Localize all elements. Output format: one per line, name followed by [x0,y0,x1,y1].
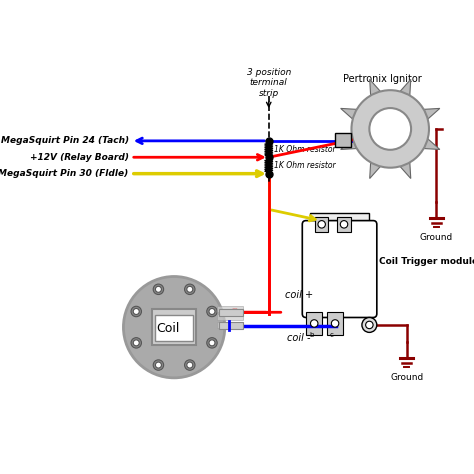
Polygon shape [420,137,440,149]
Circle shape [352,90,429,168]
Text: coil -: coil - [287,333,310,343]
Polygon shape [341,137,360,149]
Bar [335,133,352,147]
Bar [219,322,243,329]
Text: Ground: Ground [420,233,453,242]
Polygon shape [370,79,383,99]
Bar [218,306,244,311]
Circle shape [340,220,348,228]
Circle shape [123,276,225,378]
Bar [327,312,343,335]
Circle shape [318,220,325,228]
Text: Pertronix Ignitor: Pertronix Ignitor [343,74,422,84]
Text: Ground: Ground [390,374,423,383]
Text: Coil: Coil [156,322,180,335]
Circle shape [362,318,377,332]
Circle shape [155,362,162,368]
Circle shape [153,360,164,370]
Circle shape [207,337,217,348]
Text: 1K Ohm resistor: 1K Ohm resistor [274,161,336,170]
Text: 1K Ohm resistor: 1K Ohm resistor [274,145,336,154]
Circle shape [133,340,139,346]
Text: MegaSquirt Pin 30 (Fldle): MegaSquirt Pin 30 (Fldle) [0,169,128,178]
Bar [152,310,196,345]
Bar [219,309,243,316]
Text: +12V (Relay Board): +12V (Relay Board) [30,153,128,162]
Text: c: c [330,332,334,337]
Bar [218,322,244,328]
Circle shape [209,340,215,346]
Text: MegaSquirt Pin 24 (Tach): MegaSquirt Pin 24 (Tach) [0,137,128,146]
Bar [306,312,322,335]
Text: Coil Trigger module: Coil Trigger module [379,257,474,266]
Circle shape [155,286,162,292]
Circle shape [331,320,339,327]
Circle shape [310,320,318,327]
Bar [315,217,328,232]
Circle shape [187,286,193,292]
Circle shape [209,309,215,314]
Circle shape [184,284,195,294]
Bar [155,315,193,341]
Circle shape [184,360,195,370]
Polygon shape [420,109,440,121]
Circle shape [133,309,139,314]
Circle shape [187,362,193,368]
Bar [310,213,369,243]
Circle shape [131,337,141,348]
FancyBboxPatch shape [302,220,377,318]
Circle shape [365,321,373,328]
Circle shape [369,108,411,150]
Polygon shape [398,79,411,99]
Bar [218,314,244,320]
Circle shape [153,284,164,294]
Circle shape [207,306,217,317]
Polygon shape [398,159,411,179]
Text: 3 position
terminal
strip: 3 position terminal strip [246,68,291,98]
Bar [337,217,351,232]
Text: b: b [309,332,313,337]
Circle shape [131,306,141,317]
Text: coil +: coil + [284,290,313,300]
Polygon shape [341,109,360,121]
Polygon shape [370,159,383,179]
